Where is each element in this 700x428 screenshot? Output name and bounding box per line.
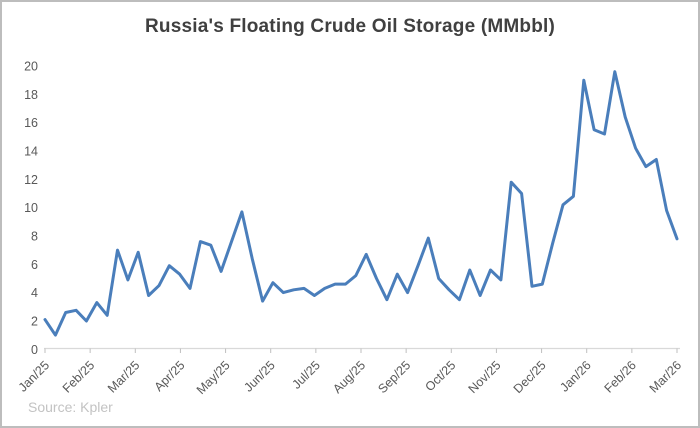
y-axis-label: 0: [31, 343, 38, 357]
x-axis-label: Mar/26: [647, 358, 684, 395]
x-axis-label: Sep/25: [375, 358, 413, 396]
x-axis-label: Jun/25: [241, 358, 277, 394]
y-axis-label: 10: [24, 201, 38, 215]
x-axis-label: Dec/25: [511, 358, 549, 396]
y-axis-label: 2: [31, 315, 38, 329]
storage-line-series: [43, 70, 679, 337]
x-axis-label: Feb/26: [602, 358, 639, 395]
x-axis-label: Oct/25: [422, 358, 458, 394]
y-axis-label: 20: [24, 60, 38, 74]
x-axis-label: Nov/25: [466, 358, 504, 396]
y-axis-label: 6: [31, 258, 38, 272]
chart-title: Russia's Floating Crude Oil Storage (MMb…: [144, 16, 556, 37]
x-axis-label: Mar/25: [105, 358, 142, 395]
y-axis-label: 18: [24, 88, 38, 102]
x-axis-label: Apr/25: [152, 358, 188, 394]
x-axis-label: Jan/25: [16, 358, 52, 394]
source-note: Source: Kpler: [28, 399, 113, 415]
x-axis-label: May/25: [194, 358, 233, 397]
x-axis-label: Aug/25: [330, 358, 368, 396]
x-axis-label: Jan/26: [557, 358, 593, 394]
y-axis-label: 4: [31, 286, 38, 300]
x-axis-label: Jul/25: [289, 358, 323, 392]
y-axis-label: 14: [24, 145, 38, 159]
y-axis-label: 16: [24, 116, 38, 130]
x-axis-label: Feb/25: [60, 358, 97, 395]
y-axis-label: 8: [31, 230, 38, 244]
y-axis-label: 12: [24, 173, 38, 187]
